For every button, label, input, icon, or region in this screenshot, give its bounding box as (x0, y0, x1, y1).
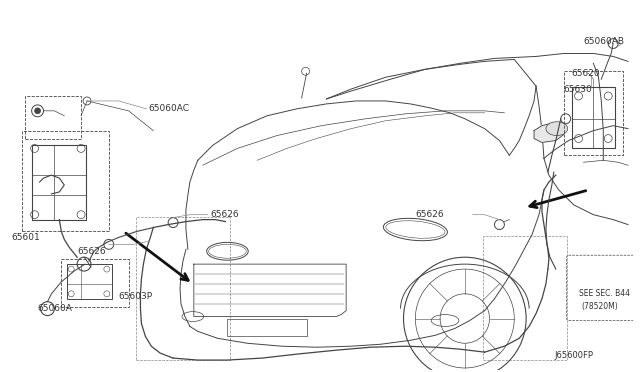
Text: 65620: 65620 (572, 69, 600, 78)
Text: SEE SEC. B44: SEE SEC. B44 (579, 289, 630, 298)
Text: J65600FP: J65600FP (554, 351, 593, 360)
Bar (22, 131, 109, 231)
Text: 65626: 65626 (77, 247, 106, 256)
Text: 65060A: 65060A (38, 304, 72, 313)
Bar (67, 264, 112, 299)
Bar (136, 217, 230, 360)
Bar (25, 96, 81, 138)
Text: 65626: 65626 (211, 210, 239, 219)
Circle shape (35, 108, 40, 114)
Text: 65060AB: 65060AB (584, 37, 625, 46)
Bar (572, 87, 615, 148)
Ellipse shape (546, 122, 568, 135)
Bar (483, 237, 566, 360)
Text: 65630: 65630 (564, 84, 593, 94)
Text: 65601: 65601 (12, 233, 40, 242)
Bar (61, 259, 129, 307)
Text: 65603P: 65603P (118, 292, 153, 301)
Bar (227, 318, 307, 336)
Text: 65060AC: 65060AC (148, 105, 189, 113)
Bar (31, 145, 86, 219)
Text: (78520M): (78520M) (582, 302, 618, 311)
Polygon shape (534, 123, 564, 142)
Text: 65626: 65626 (415, 210, 444, 219)
Bar (564, 71, 623, 155)
